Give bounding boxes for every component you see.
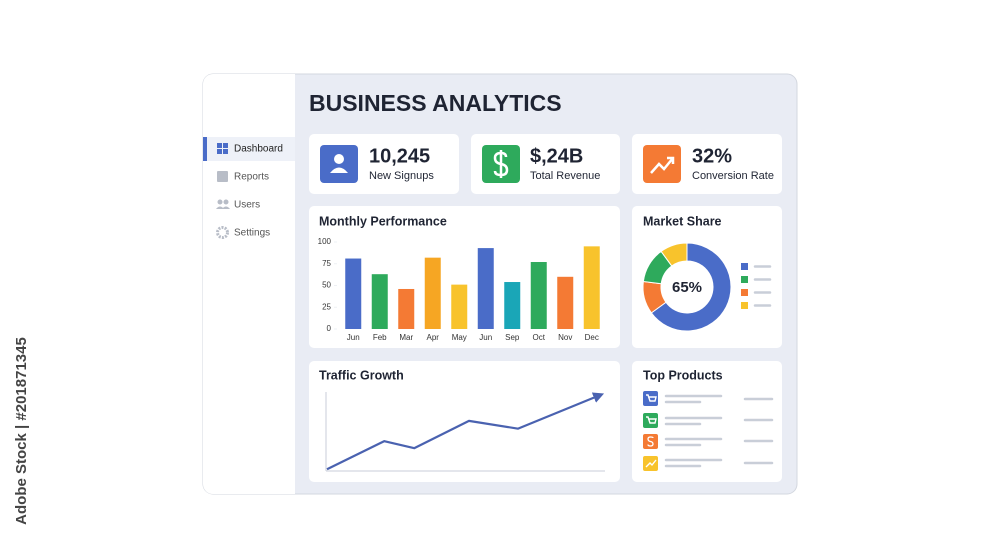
active-indicator bbox=[203, 137, 207, 161]
pie-slice bbox=[660, 242, 688, 267]
kpi-label: New Signups bbox=[369, 170, 434, 182]
y-tick-label: 0 bbox=[327, 324, 332, 333]
line-series bbox=[326, 392, 605, 471]
x-tick-label: Oct bbox=[533, 333, 546, 342]
x-tick-label: Apr bbox=[427, 333, 440, 342]
bar bbox=[451, 284, 468, 329]
chart-card bbox=[309, 361, 620, 482]
nav-item[interactable]: Dashboard bbox=[234, 144, 283, 155]
bar bbox=[371, 274, 388, 329]
x-tick-label: Sep bbox=[505, 333, 520, 342]
charts: 0 25 50 75 100 Jun Feb Mar Apr May Jun Sep Oct Nov Dec… bbox=[318, 237, 732, 472]
nav-item[interactable]: Reports bbox=[234, 172, 269, 183]
pie-slice bbox=[650, 242, 732, 332]
nav-item[interactable]: Settings bbox=[234, 228, 270, 239]
bar bbox=[530, 262, 547, 329]
chart-title: Traffic Growth bbox=[319, 368, 404, 382]
kpi-icon bbox=[643, 145, 681, 183]
x-tick-label: Jun bbox=[347, 333, 360, 342]
x-tick-label: May bbox=[452, 333, 467, 342]
x-tick-label: Mar bbox=[399, 333, 413, 342]
x-tick-label: Feb bbox=[373, 333, 387, 342]
x-tick-label: Dec bbox=[585, 333, 599, 342]
card-title: Top Products bbox=[643, 368, 723, 382]
watermark: Adobe Stock | #201871345 bbox=[13, 337, 30, 525]
products-card bbox=[632, 361, 782, 482]
bar bbox=[583, 246, 600, 329]
y-tick-label: 25 bbox=[322, 302, 331, 311]
y-tick-label: 75 bbox=[322, 259, 331, 268]
bar bbox=[398, 288, 415, 329]
icon-glyph bbox=[330, 167, 348, 173]
chart-title: Market Share bbox=[643, 214, 722, 228]
chart-title: Monthly Performance bbox=[319, 214, 447, 228]
y-tick-label: 50 bbox=[322, 281, 331, 290]
nav-item[interactable]: Users bbox=[234, 200, 260, 211]
kpi-value: 10,245 bbox=[369, 145, 430, 167]
kpi-value: $,24B bbox=[530, 145, 583, 167]
icon-glyph bbox=[334, 154, 344, 164]
icon-glyph bbox=[493, 150, 509, 178]
product-list bbox=[643, 391, 774, 471]
bar bbox=[477, 248, 494, 329]
sidebar-icons bbox=[216, 143, 230, 239]
page-title: BUSINESS ANALYTICS bbox=[309, 90, 562, 116]
bar bbox=[424, 257, 441, 329]
y-tick-label: 100 bbox=[318, 237, 332, 246]
icon-glyph bbox=[650, 156, 675, 174]
x-tick-label: Jun bbox=[479, 333, 492, 342]
kpi-value: 32% bbox=[692, 145, 732, 167]
kpi-label: Conversion Rate bbox=[692, 170, 774, 182]
market-legend bbox=[741, 263, 772, 309]
bar bbox=[504, 282, 521, 329]
bar bbox=[345, 258, 362, 329]
center-label: 65% bbox=[672, 279, 702, 296]
x-tick-label: Nov bbox=[558, 333, 572, 342]
bar bbox=[557, 276, 574, 329]
kpi-label: Total Revenue bbox=[530, 170, 600, 182]
